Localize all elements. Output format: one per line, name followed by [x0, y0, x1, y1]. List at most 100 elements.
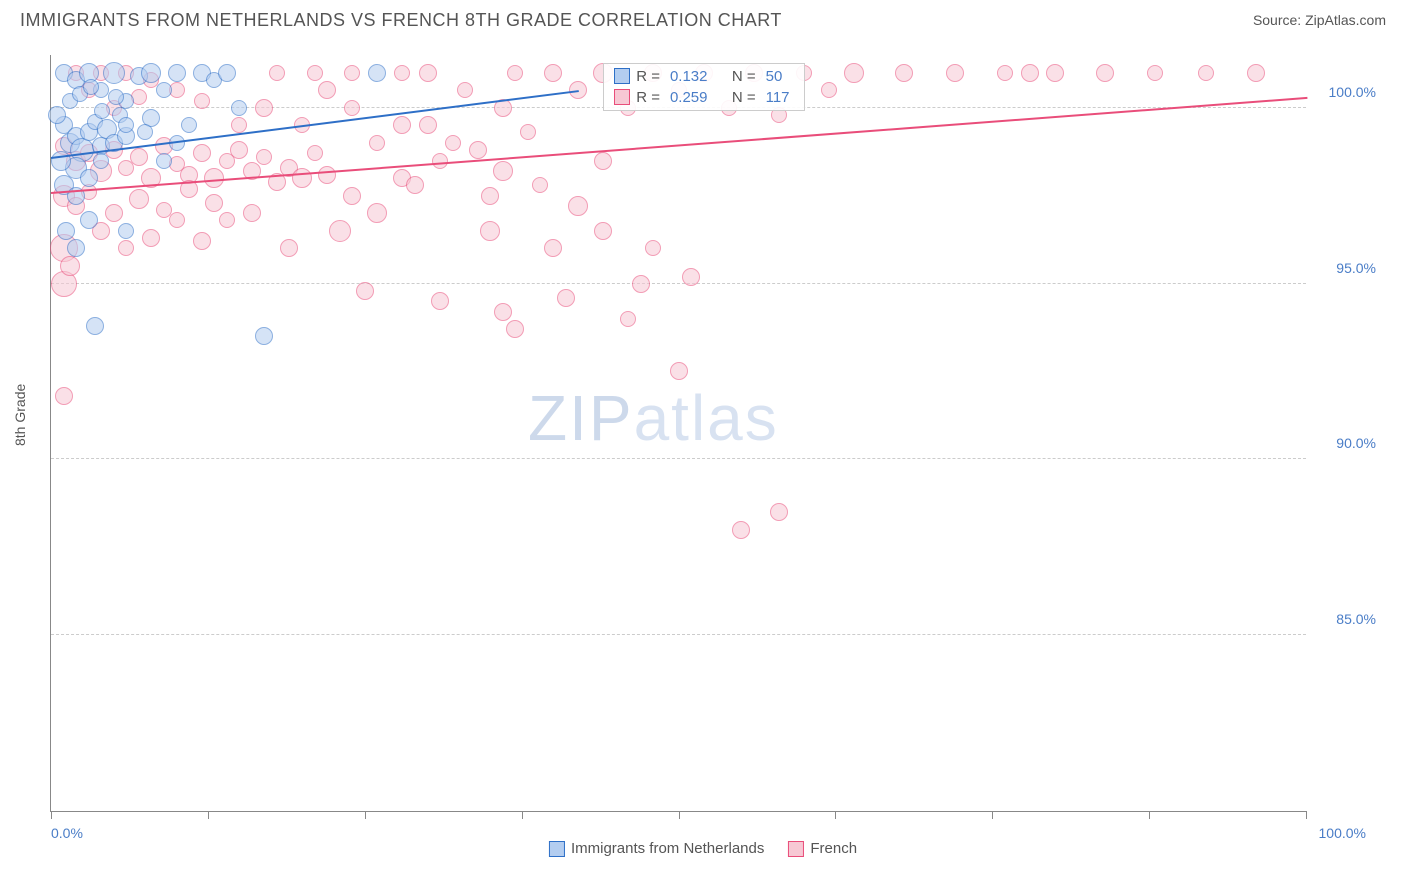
scatter-point	[181, 117, 197, 133]
scatter-point	[156, 82, 172, 98]
scatter-point	[230, 141, 248, 159]
scatter-point	[142, 229, 160, 247]
scatter-point	[130, 148, 148, 166]
scatter-point	[507, 65, 523, 81]
scatter-point	[118, 240, 134, 256]
scatter-point	[419, 116, 437, 134]
scatter-point	[369, 135, 385, 151]
scatter-point	[256, 149, 272, 165]
scatter-point	[51, 151, 71, 171]
scatter-point	[431, 292, 449, 310]
scatter-point	[997, 65, 1013, 81]
chart-title: IMMIGRANTS FROM NETHERLANDS VS FRENCH 8T…	[20, 10, 782, 31]
scatter-point	[307, 65, 323, 81]
scatter-point	[1198, 65, 1214, 81]
scatter-point	[1021, 64, 1039, 82]
scatter-point	[269, 65, 285, 81]
ytick-label: 90.0%	[1336, 435, 1376, 451]
scatter-point	[218, 64, 236, 82]
scatter-point	[1247, 64, 1265, 82]
scatter-point	[557, 289, 575, 307]
legend-swatch	[788, 841, 804, 857]
legend-r-value: 0.259	[670, 89, 708, 106]
xtick	[51, 811, 52, 819]
legend-swatch	[614, 68, 630, 84]
bottom-legend: Immigrants from Netherlands French	[549, 840, 857, 857]
scatter-point	[156, 153, 172, 169]
scatter-point	[1147, 65, 1163, 81]
scatter-point	[318, 166, 336, 184]
scatter-point	[544, 239, 562, 257]
legend-r-label: R =	[636, 89, 660, 106]
scatter-point	[205, 194, 223, 212]
scatter-point	[67, 239, 85, 257]
watermark-zip: ZIP	[528, 382, 634, 454]
scatter-point	[594, 222, 612, 240]
scatter-point	[356, 282, 374, 300]
bottom-legend-item: French	[788, 840, 857, 857]
y-axis-label: 8th Grade	[12, 384, 28, 446]
source-label: Source: ZipAtlas.com	[1253, 12, 1386, 30]
scatter-point	[445, 135, 461, 151]
scatter-point	[670, 362, 688, 380]
scatter-point	[682, 268, 700, 286]
chart-plot-area: ZIPatlas 0.0% 100.0% 85.0%90.0%95.0%100.…	[50, 55, 1306, 812]
scatter-point	[1096, 64, 1114, 82]
ytick-label: 95.0%	[1336, 260, 1376, 276]
scatter-point	[94, 103, 110, 119]
scatter-point	[419, 64, 437, 82]
scatter-point	[343, 187, 361, 205]
scatter-point	[118, 223, 134, 239]
scatter-point	[821, 82, 837, 98]
scatter-point	[57, 222, 75, 240]
scatter-point	[493, 161, 513, 181]
xtick	[365, 811, 366, 819]
watermark-atlas: atlas	[634, 382, 779, 454]
scatter-point	[83, 79, 99, 95]
legend-series-label: Immigrants from Netherlands	[571, 840, 764, 857]
legend-r-value: 0.132	[670, 68, 708, 85]
scatter-point	[344, 65, 360, 81]
bottom-legend-item: Immigrants from Netherlands	[549, 840, 764, 857]
scatter-point	[193, 232, 211, 250]
scatter-point	[243, 204, 261, 222]
xtick	[1306, 811, 1307, 819]
scatter-point	[469, 141, 487, 159]
xtick	[208, 811, 209, 819]
source-prefix: Source:	[1253, 12, 1305, 28]
legend-row: R =0.132 N =50	[614, 68, 793, 85]
scatter-point	[105, 204, 123, 222]
scatter-point	[946, 64, 964, 82]
scatter-point	[594, 152, 612, 170]
scatter-point	[432, 153, 448, 169]
scatter-point	[544, 64, 562, 82]
legend-n-value: 117	[766, 89, 790, 106]
scatter-point	[494, 303, 512, 321]
legend-swatch	[549, 841, 565, 857]
xtick	[522, 811, 523, 819]
scatter-point	[732, 521, 750, 539]
scatter-point	[506, 320, 524, 338]
scatter-point	[231, 117, 247, 133]
scatter-point	[329, 220, 351, 242]
legend-n-label: N =	[732, 68, 756, 85]
legend-swatch	[614, 89, 630, 105]
legend-n-value: 50	[766, 68, 783, 85]
scatter-point	[292, 168, 312, 188]
scatter-point	[168, 64, 186, 82]
watermark: ZIPatlas	[528, 381, 779, 455]
x-axis-max-label: 100.0%	[1319, 825, 1366, 841]
scatter-point	[231, 100, 247, 116]
scatter-point	[118, 117, 134, 133]
xtick	[679, 811, 680, 819]
scatter-point	[645, 240, 661, 256]
scatter-point	[1046, 64, 1064, 82]
scatter-point	[532, 177, 548, 193]
scatter-point	[632, 275, 650, 293]
ytick-label: 100.0%	[1329, 84, 1376, 100]
correlation-legend: R =0.132 N =50R =0.259 N =117	[603, 63, 804, 111]
scatter-point	[129, 189, 149, 209]
scatter-point	[481, 187, 499, 205]
gridline	[51, 634, 1306, 635]
scatter-point	[108, 89, 124, 105]
